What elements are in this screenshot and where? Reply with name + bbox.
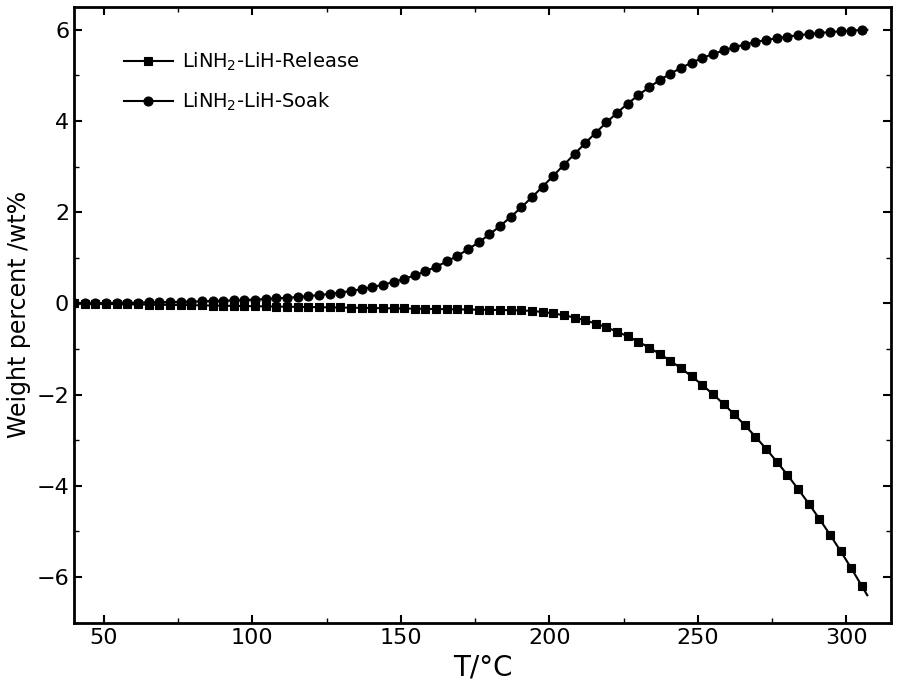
LiNH$_2$-LiH-Release	[862, 591, 873, 599]
LiNH$_2$-LiH-Release	[617, 330, 628, 338]
X-axis label: T/°C: T/°C	[453, 653, 513, 681]
LiNH$_2$-LiH-Release	[515, 306, 526, 314]
LiNH$_2$-LiH-Soak	[724, 45, 735, 53]
LiNH$_2$-LiH-Soak	[383, 279, 393, 288]
Y-axis label: Weight percent /wt%: Weight percent /wt%	[7, 191, 31, 438]
LiNH$_2$-LiH-Soak	[484, 230, 495, 239]
LiNH$_2$-LiH-Release	[724, 405, 735, 413]
LiNH$_2$-LiH-Soak	[330, 289, 340, 297]
LiNH$_2$-LiH-Release	[69, 299, 80, 308]
LiNH$_2$-LiH-Soak	[69, 299, 80, 308]
LiNH$_2$-LiH-Soak	[862, 25, 873, 34]
LiNH$_2$-LiH-Soak	[617, 104, 628, 112]
Line: LiNH$_2$-LiH-Release: LiNH$_2$-LiH-Release	[70, 299, 871, 599]
Line: LiNH$_2$-LiH-Soak: LiNH$_2$-LiH-Soak	[70, 25, 872, 308]
Legend: LiNH$_2$-LiH-Release, LiNH$_2$-LiH-Soak: LiNH$_2$-LiH-Release, LiNH$_2$-LiH-Soak	[109, 35, 375, 129]
LiNH$_2$-LiH-Soak	[515, 203, 526, 211]
LiNH$_2$-LiH-Release	[484, 305, 495, 314]
LiNH$_2$-LiH-Release	[383, 304, 393, 312]
LiNH$_2$-LiH-Release	[330, 303, 340, 312]
